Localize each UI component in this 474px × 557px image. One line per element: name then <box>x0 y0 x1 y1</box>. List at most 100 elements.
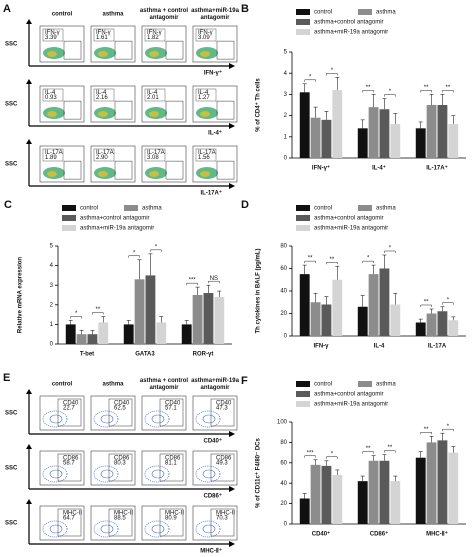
legend-label: asthma+control antagomir <box>80 216 150 222</box>
cell-core <box>149 171 159 177</box>
cell-core <box>98 171 108 177</box>
x-tick-label: CD40⁺ <box>312 531 331 538</box>
gate-marker: IL-17A <box>198 150 216 156</box>
significance-label: ** <box>366 85 371 91</box>
legend-swatch <box>62 225 76 231</box>
gate-value: 57.1 <box>165 406 177 412</box>
gate <box>210 398 235 427</box>
y-tick-label: 80 <box>280 440 287 446</box>
cell-population <box>144 520 170 538</box>
significance-label: * <box>389 89 392 95</box>
y-tick-label: 5 <box>50 244 54 250</box>
significance-bracket <box>128 255 140 258</box>
bar <box>87 334 98 344</box>
gate-marker: IL-17A <box>147 150 165 156</box>
bar <box>448 124 459 158</box>
arrow-head <box>229 541 235 547</box>
significance-label: ** <box>330 257 335 263</box>
cell-core <box>47 171 57 177</box>
y-axis-label: SSC <box>5 466 18 472</box>
plot-frame <box>39 395 85 431</box>
y-tick-label: 0 <box>284 522 288 528</box>
gate-marker: MHC-II <box>165 511 184 517</box>
legend-swatch <box>296 19 310 25</box>
panel-letter: A <box>3 3 11 15</box>
legend-swatch <box>62 215 76 221</box>
legend-label: control <box>314 10 332 16</box>
bar <box>134 279 145 344</box>
gate <box>159 398 184 427</box>
y-tick-label: 0 <box>284 156 288 162</box>
column-header: asthma+miR-19a <box>191 8 240 14</box>
gate-marker: CD40 <box>165 401 181 407</box>
cell-population <box>195 410 221 428</box>
gate-value: 3.09 <box>198 35 210 41</box>
y-tick-label: 0 <box>284 334 288 340</box>
gate <box>165 100 184 120</box>
cell-core <box>151 524 165 534</box>
gate <box>210 453 235 482</box>
cell-core <box>98 51 108 57</box>
cell-core <box>200 51 210 57</box>
x-tick-label: CD86⁺ <box>370 531 389 538</box>
y-tick-label: 20 <box>280 501 287 507</box>
significance-bracket <box>92 312 104 315</box>
significance-label: ** <box>366 446 371 452</box>
arrow-head <box>26 79 32 84</box>
x-tick-label: IL-4 <box>374 344 385 350</box>
bar <box>181 324 192 344</box>
significance-bracket <box>442 302 454 305</box>
gate-marker: MHC-II <box>114 511 133 517</box>
plot-frame <box>192 505 238 541</box>
gate-label-box <box>195 28 217 42</box>
gate-label-box <box>93 28 115 42</box>
significance-bracket <box>70 316 82 319</box>
y-tick-label: 1 <box>284 134 288 140</box>
plot-frame <box>141 395 187 431</box>
gate-value: 80.9 <box>165 516 177 522</box>
gate-value: 1.56 <box>198 155 210 161</box>
y-tick-label: 2 <box>50 302 54 308</box>
y-tick-label: 40 <box>280 289 287 295</box>
legend-swatch <box>296 225 310 231</box>
gate-value: 1.82 <box>147 35 159 41</box>
bar <box>426 105 437 158</box>
legend-label: control <box>314 382 332 388</box>
significance-label: NS <box>210 276 218 282</box>
bar <box>310 117 321 158</box>
gate <box>57 398 82 427</box>
gate-marker: CD86 <box>114 456 130 462</box>
gate-label-box <box>42 28 64 42</box>
plot-frame <box>192 450 238 486</box>
y-tick-label: 60 <box>280 266 287 272</box>
bar <box>379 268 390 336</box>
gate <box>57 508 82 537</box>
legend-label: asthma <box>376 382 396 388</box>
significance-label: ** <box>424 427 429 433</box>
significance-bracket <box>384 250 396 253</box>
cell-core <box>100 414 114 424</box>
arrow-head <box>229 123 235 129</box>
gate <box>165 160 184 180</box>
panel-letter: F <box>241 375 248 387</box>
legend-label: asthma+miR-19a antagomir <box>314 226 388 232</box>
gate-marker: CD40 <box>63 401 79 407</box>
gate-value: 22.7 <box>63 406 75 412</box>
gate-value: 2.01 <box>147 95 159 101</box>
significance-bracket <box>362 90 374 93</box>
cell-core <box>202 524 216 534</box>
bar <box>368 460 379 524</box>
bar <box>379 109 390 158</box>
y-axis-label: SSC <box>5 521 18 527</box>
gate-marker: CD40 <box>114 401 130 407</box>
x-axis-label: IL-17A⁺ <box>200 190 222 197</box>
gate <box>108 508 133 537</box>
cell-core <box>151 469 165 479</box>
significance-bracket <box>384 94 396 97</box>
gate <box>159 453 184 482</box>
legend-swatch <box>296 9 310 15</box>
gate-value: 2.16 <box>96 95 108 101</box>
significance-bracket <box>208 280 220 284</box>
bar <box>299 498 310 524</box>
panel-letter: B <box>241 3 249 15</box>
